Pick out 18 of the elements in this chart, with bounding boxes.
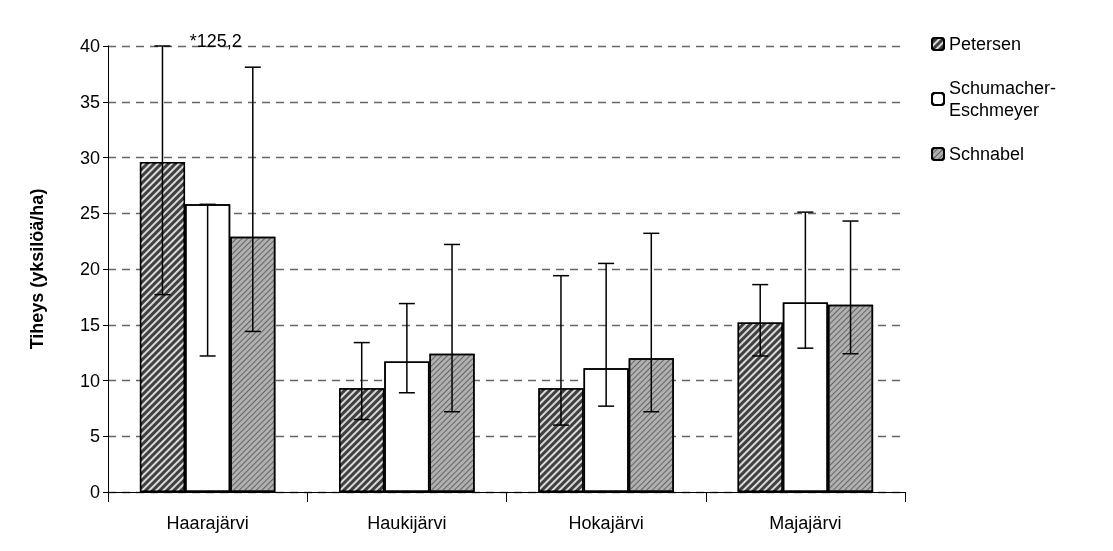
- y-axis-title: Tiheys (yksilöä/ha): [27, 188, 47, 350]
- y-tick-label: 15: [79, 314, 100, 335]
- y-tick-label: 35: [79, 91, 100, 112]
- y-tick-label: 5: [89, 426, 100, 447]
- y-tick-label: 40: [79, 36, 100, 56]
- annotation: *125,2: [189, 31, 242, 51]
- legend-label: Schumacher-Eschmeyer: [949, 78, 1057, 120]
- y-tick-label: 30: [79, 147, 100, 168]
- y-tick-label: 0: [89, 482, 100, 502]
- x-tick-label: Haarajärvi: [166, 513, 249, 533]
- x-tick-label: Majajärvi: [769, 513, 842, 533]
- legend-label: Schnabel: [949, 144, 1025, 164]
- y-tick-label: 10: [79, 370, 100, 391]
- y-tick-label: 20: [79, 259, 100, 279]
- y-tick-label: 25: [79, 203, 100, 224]
- legend-label: Petersen: [949, 34, 1022, 54]
- x-tick-label: Haukijärvi: [367, 513, 447, 533]
- x-tick-label: Hokajärvi: [568, 513, 644, 533]
